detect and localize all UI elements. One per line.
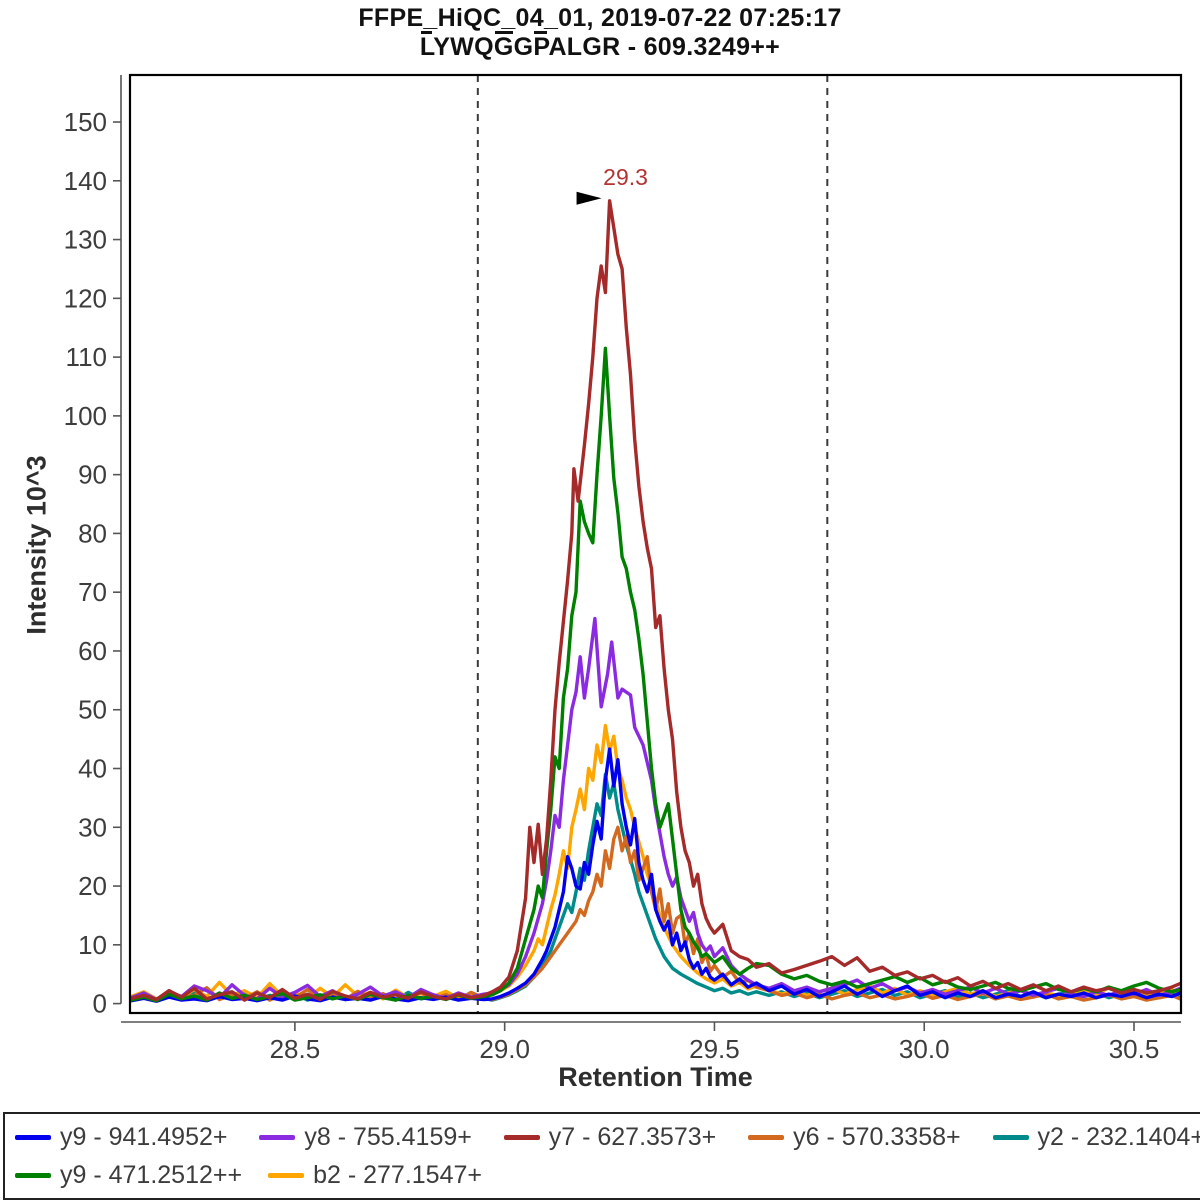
legend-row-1: y9 - 941.4952+ y8 - 755.4159+ y7 - 627.3… bbox=[15, 1118, 1200, 1156]
y-tick-label: 20 bbox=[78, 871, 107, 901]
legend-item-label: y8 - 755.4159+ bbox=[304, 1122, 472, 1151]
y-tick-label: 140 bbox=[64, 166, 107, 196]
chart-title: FFPE_HiQC_04_01, 2019-07-22 07:25:17 bbox=[358, 4, 842, 32]
legend-item: y2 - 232.1404+ bbox=[992, 1122, 1200, 1152]
y-tick-label: 80 bbox=[78, 518, 107, 548]
y-tick-label: 0 bbox=[93, 989, 107, 1019]
trace-y8-755.4159+[interactable] bbox=[129, 616, 1182, 1002]
y-tick-label: 30 bbox=[78, 812, 107, 842]
legend-item: y9 - 941.4952+ bbox=[15, 1123, 228, 1152]
y-tick-label: 90 bbox=[78, 460, 107, 490]
x-tick-label: 29.5 bbox=[689, 1034, 740, 1064]
series-color-swatch bbox=[15, 1134, 51, 1140]
series-color-swatch bbox=[259, 1134, 296, 1140]
y-tick-label: 10 bbox=[78, 930, 107, 960]
series-color-swatch bbox=[15, 1172, 51, 1178]
legend: y9 - 941.4952+ y8 - 755.4159+ y7 - 627.3… bbox=[3, 1112, 1200, 1200]
trace-b2-277.1547+[interactable] bbox=[129, 723, 1182, 1001]
legend-item: y6 - 570.3358+ bbox=[748, 1123, 961, 1152]
y-tick-label: 130 bbox=[64, 225, 107, 255]
y-tick-label: 70 bbox=[78, 577, 107, 607]
y-tick-label: 120 bbox=[64, 283, 107, 313]
series-color-swatch bbox=[268, 1172, 305, 1178]
x-axis-label: Retention Time bbox=[558, 1062, 753, 1092]
legend-item-label: y2 - 232.1404+ bbox=[1037, 1122, 1200, 1151]
legend-item-label: y7 - 627.3573+ bbox=[548, 1122, 717, 1151]
legend-item-label: y9 - 471.2512++ bbox=[60, 1160, 243, 1189]
x-tick-label: 30.5 bbox=[1109, 1034, 1160, 1064]
y-tick-label: 110 bbox=[66, 342, 107, 372]
legend-item: y8 - 755.4159+ bbox=[259, 1123, 472, 1152]
y-tick-label: 50 bbox=[78, 695, 107, 725]
trace-y7-627.3573+[interactable] bbox=[129, 199, 1182, 1002]
legend-item-label: y9 - 941.4952+ bbox=[60, 1122, 228, 1151]
y-tick-label: 100 bbox=[64, 401, 107, 431]
x-tick-label: 29.0 bbox=[479, 1034, 530, 1064]
chromatogram-plot[interactable]: 0 10 20 30 40 50 60 70 80 90 100 110 120 130 140 150 28.… bbox=[0, 0, 1200, 1100]
y-tick-label: 60 bbox=[78, 636, 107, 666]
series-color-swatch bbox=[748, 1134, 785, 1140]
legend-item: y7 - 627.3573+ bbox=[503, 1122, 717, 1152]
plot-frame bbox=[128, 73, 1183, 1015]
peak-apex-arrow-icon bbox=[576, 191, 602, 205]
series-color-swatch bbox=[992, 1134, 1029, 1140]
y-tick-label: 150 bbox=[64, 107, 107, 137]
peptide-precursor-title: LYWQGGPALGR - 609.3249++ bbox=[419, 33, 781, 61]
trace-y9-941.4952+[interactable] bbox=[129, 747, 1182, 1003]
legend-item-label: b2 - 277.1547+ bbox=[313, 1160, 482, 1189]
legend-item: b2 - 277.1547+ bbox=[268, 1161, 482, 1190]
x-tick-label: 30.0 bbox=[899, 1034, 950, 1064]
y-tick-label: 40 bbox=[78, 754, 107, 784]
legend-row-2: y9 - 471.2512++ b2 - 277.1547+ bbox=[15, 1156, 1200, 1194]
x-tick-label: 28.5 bbox=[270, 1034, 321, 1064]
legend-item: y9 - 471.2512++ bbox=[15, 1161, 242, 1190]
legend-item-label: y6 - 570.3358+ bbox=[793, 1122, 961, 1151]
peak-rt-annotation: 29.3 bbox=[603, 164, 648, 190]
series-color-swatch bbox=[503, 1134, 540, 1140]
